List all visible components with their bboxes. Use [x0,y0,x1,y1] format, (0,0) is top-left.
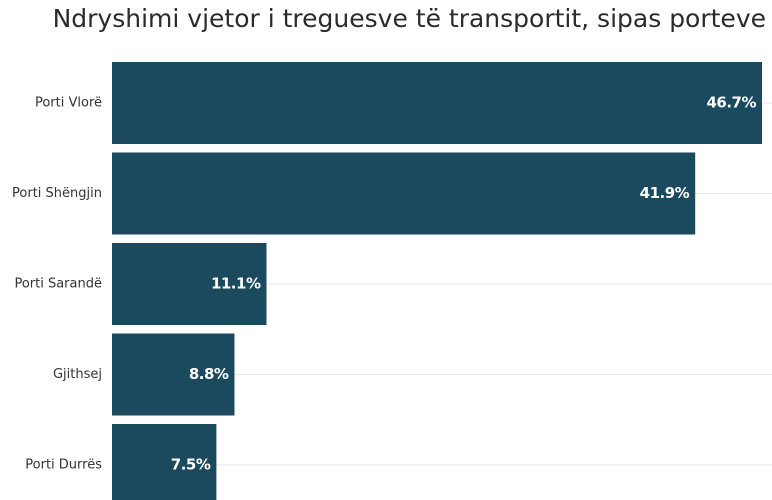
bar [112,243,267,325]
bar [112,152,696,235]
bar [112,424,217,500]
value-label: 46.7% [706,94,756,112]
bar [112,333,235,416]
category-label: Porti Durrës [25,458,102,473]
category-label: Porti Shëngjin [12,186,102,201]
category-label: Gjithsej [53,367,102,382]
category-label: Porti Sarandë [14,277,102,292]
category-label: Porti Vlorë [35,96,102,111]
value-label: 8.8% [189,365,229,383]
bar [112,62,762,144]
value-label: 7.5% [171,456,211,474]
value-label: 11.1% [211,275,261,293]
chart-title: Ndryshimi vjetor i treguesve të transpor… [53,4,766,33]
value-label: 41.9% [640,184,690,202]
